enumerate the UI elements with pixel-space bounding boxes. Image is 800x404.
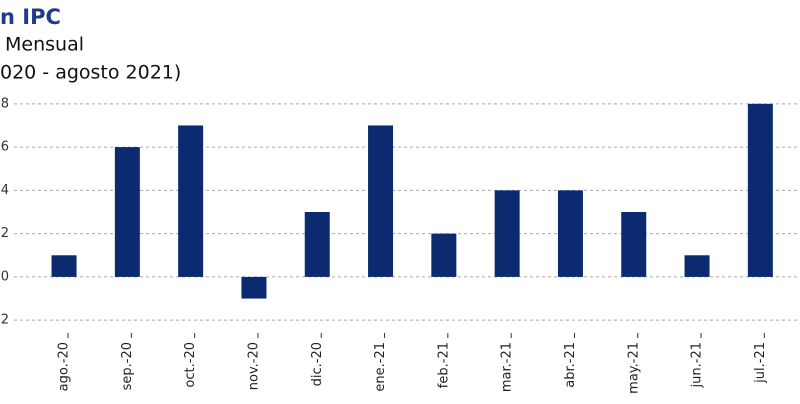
x-tick-label: jun.-21	[690, 342, 705, 388]
x-tick-label: jul.-21	[753, 342, 768, 384]
x-tick-label: nov.-20	[246, 342, 261, 390]
x-tick-label: dic.-20	[310, 342, 325, 386]
chart-subtitle: Mensual	[5, 34, 84, 56]
y-tick-label: 0.4	[0, 183, 9, 198]
y-tick-label: 0.2	[0, 226, 9, 241]
x-tick-label: abr.-21	[563, 342, 578, 388]
x-tick-label: mar.-21	[500, 342, 515, 392]
bar	[51, 255, 77, 277]
bar	[684, 255, 710, 277]
bar	[621, 212, 647, 277]
bar	[368, 125, 394, 277]
x-tick-label: sep.-20	[120, 342, 135, 390]
bar	[431, 233, 457, 277]
y-tick-label: -0.2	[0, 313, 9, 328]
bar	[747, 103, 773, 277]
bar	[114, 147, 140, 277]
x-tick-label: ago.-20	[57, 342, 72, 391]
bar	[557, 190, 583, 277]
x-tick-label: feb.-21	[436, 342, 451, 388]
chart-period: 020 - agosto 2021)	[0, 62, 181, 84]
chart-title: n IPC	[0, 5, 61, 29]
x-tick-label: oct.-20	[183, 342, 198, 388]
y-tick-label: 0.8	[0, 96, 9, 111]
x-tick-label: may.-21	[626, 342, 641, 394]
x-tick-label: ene.-21	[373, 342, 388, 392]
y-tick-label: 0.0	[0, 269, 9, 284]
bar	[241, 276, 267, 299]
bar	[304, 212, 330, 277]
bar	[178, 125, 204, 277]
y-tick-label: 0.6	[0, 140, 9, 155]
bar	[494, 190, 520, 277]
